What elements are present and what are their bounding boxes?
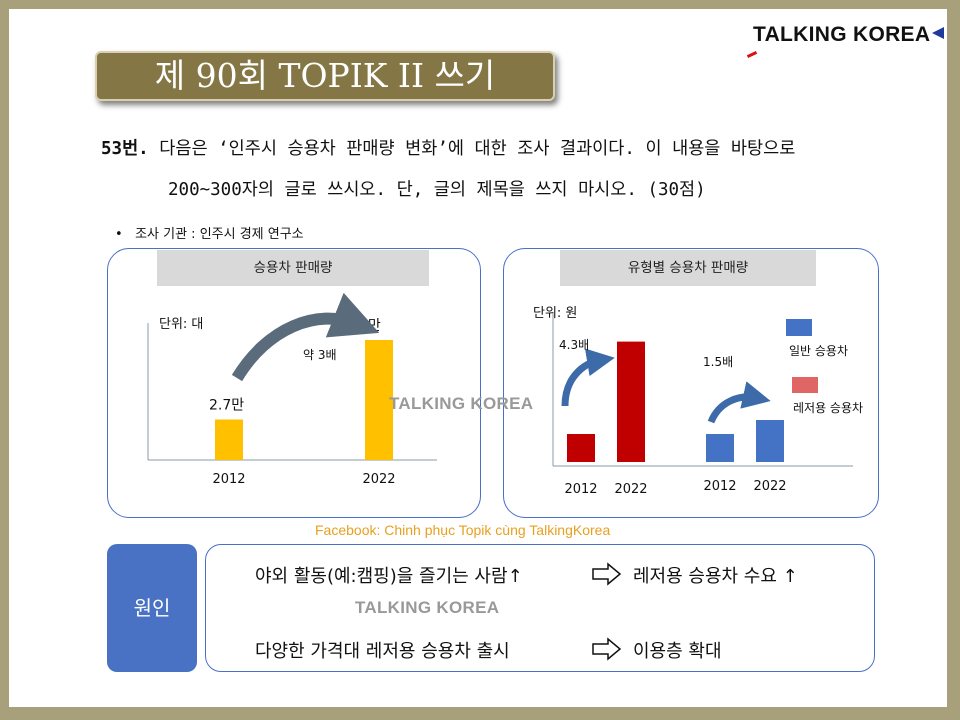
brand-text: TALKING KOREA: [753, 23, 931, 46]
watermark-mid: TALKING KOREA: [389, 394, 533, 414]
tick-label: 2012: [212, 472, 245, 487]
increase-arrow-general: [707, 381, 771, 424]
unit-label-right: 단위: 원: [533, 306, 578, 321]
tick-label: 2012: [564, 482, 597, 497]
bar-group1-2022: [756, 420, 784, 462]
question-line-1: 53번. 다음은 ‘인주시 승용차 판매량 변화’에 대한 조사 결과이다. 이…: [101, 135, 795, 160]
chart-right: 2012 2022 2012 2022 4.3배 1.5배 일반 승용차 레저용 승용…: [552, 313, 863, 497]
reason-text: 레저용 승용차 수요: [633, 566, 777, 587]
question-text-1: 다음은 ‘인주시 승용차 판매량 변화’에 대한 조사 결과이다. 이 내용을 …: [159, 139, 796, 159]
chart-title-left: 승용차 판매량: [157, 250, 429, 286]
bar-group0-2012: [567, 434, 595, 462]
right-arrow-icon: [592, 637, 622, 661]
value-label: 2.7만: [209, 398, 244, 414]
reason-row-2-right: 이용층 확대: [633, 641, 722, 662]
flag-stripe-icon: [746, 50, 758, 58]
reason-text: 야외 활동(예:캠핑)을 즐기는 사람: [255, 566, 508, 587]
reason-panel: [205, 544, 875, 672]
brand-logo: TALKING KOREA: [746, 23, 947, 71]
up-arrow-icon: ↑: [782, 566, 798, 587]
tick-label: 2022: [362, 472, 395, 487]
legend-label-leisure: 레저용 승용차: [793, 401, 863, 415]
reason-row-1-left: 야외 활동(예:캠핑)을 즐기는 사람↑: [255, 562, 523, 588]
annotation-leisure: 4.3배: [559, 338, 589, 352]
tick-label: 2022: [753, 479, 786, 494]
legend-swatch-general: [786, 319, 812, 336]
slide: TALKING KOREA 제 90회 TOPIK II 쓰기 53번. 다음은…: [9, 9, 947, 707]
watermark-bottom-text: TALKING KOREA: [355, 598, 500, 617]
watermark-mid-text: TALKING KOREA: [389, 394, 534, 413]
reason-row-2-left: 다양한 가격대 레저용 승용차 출시: [255, 641, 510, 662]
footer-watermark: Facebook: Chinh phục Topik cùng TalkingK…: [315, 522, 611, 538]
flag-icon: [932, 27, 945, 40]
legend-label-general: 일반 승용차: [789, 344, 848, 358]
legend-swatch-leisure: [792, 377, 818, 393]
survey-text: 조사 기관 : 인주시 경제 연구소: [135, 227, 304, 242]
chart-title-right: 유형별 승용차 판매량: [560, 250, 816, 286]
annotation-general: 1.5배: [703, 355, 733, 369]
survey-source: • 조사 기관 : 인주시 경제 연구소: [115, 227, 304, 242]
bar-2022: [365, 340, 393, 460]
up-arrow-icon: ↑: [507, 566, 523, 587]
unit-label-left: 단위: 대: [159, 317, 204, 332]
value-label: 8만: [359, 318, 381, 334]
increase-arrow-leisure: [561, 348, 615, 407]
chart-panel-left: [107, 248, 481, 518]
increase-arrow: [231, 292, 380, 382]
reason-row-1-right: 레저용 승용차 수요 ↑: [633, 562, 798, 588]
title-banner: [95, 51, 555, 101]
page-title: 제 90회 TOPIK II 쓰기: [154, 56, 496, 95]
question-text-2: 200~300자의 글로 쓰시오. 단, 글의 제목을 쓰지 마시오. (30점…: [168, 180, 706, 200]
chart-left: 2.7만 2012 8만 2022 약 3배: [147, 292, 437, 487]
bar-group0-2022: [617, 341, 645, 462]
cause-label: 원인: [107, 544, 197, 672]
watermark-bottom: TALKING KOREA: [355, 598, 499, 618]
annotation-left: 약 3배: [303, 347, 337, 362]
question-number: 53번.: [101, 139, 149, 159]
tick-label: 2012: [703, 479, 736, 494]
right-arrow-icon: [592, 562, 622, 586]
tick-label: 2022: [614, 482, 647, 497]
bar-2012: [215, 419, 243, 460]
bar-group1-2012: [706, 434, 734, 462]
